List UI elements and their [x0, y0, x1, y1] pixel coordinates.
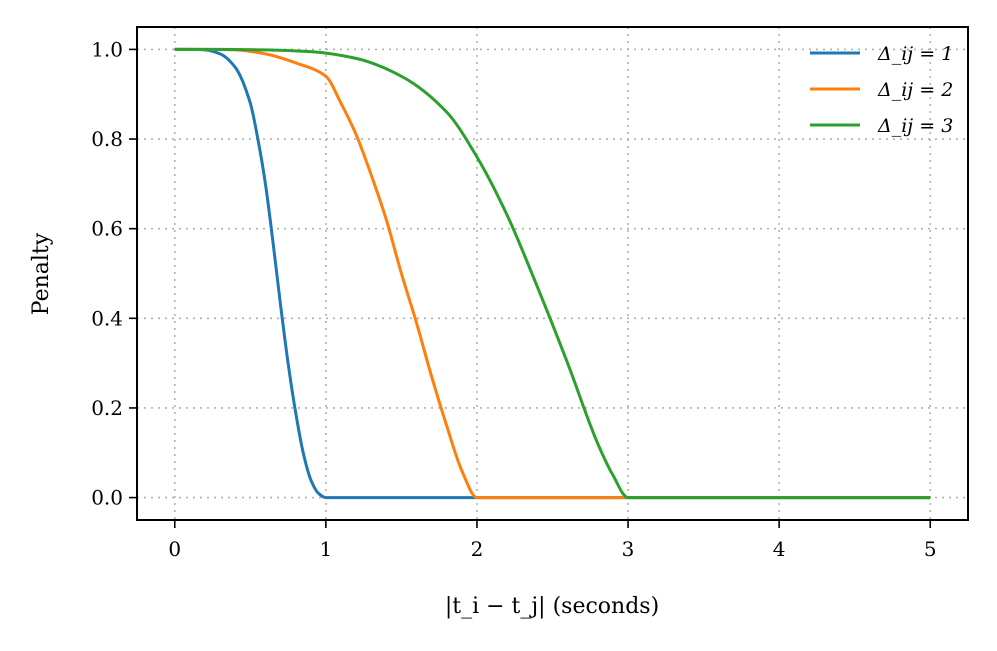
- y-axis-label: Penalty: [29, 232, 54, 315]
- y-tick-label: 0.6: [91, 217, 123, 241]
- axis-ticks: 0 1 2 3 4 5 0.0 0.2 0.4 0.6 0.8 1.0: [91, 37, 936, 561]
- legend-label: Δ_ij = 3: [877, 115, 953, 137]
- series-line-1: [174, 47, 931, 500]
- legend-label: Δ_ij = 1: [877, 43, 953, 65]
- x-tick-label: 2: [471, 537, 484, 561]
- series-line-2: [174, 47, 931, 500]
- y-tick-label: 0.4: [91, 306, 123, 330]
- plot-lines: [174, 47, 931, 500]
- y-tick-label: 0.0: [91, 486, 123, 510]
- x-tick-label: 0: [168, 537, 181, 561]
- legend: Δ_ij = 1 Δ_ij = 2 Δ_ij = 3: [810, 43, 953, 137]
- x-tick-label: 3: [622, 537, 635, 561]
- plot-frame: [136, 26, 969, 521]
- x-axis-label: |t_i − t_j| (seconds): [445, 594, 659, 619]
- legend-label: Δ_ij = 2: [877, 79, 953, 101]
- y-tick-label: 0.8: [91, 127, 123, 151]
- x-tick-label: 1: [319, 537, 332, 561]
- x-tick-label: 4: [773, 537, 786, 561]
- y-tick-label: 0.2: [91, 396, 123, 420]
- x-tick-label: 5: [924, 537, 937, 561]
- grid: [137, 27, 968, 520]
- y-tick-label: 1.0: [91, 37, 123, 61]
- series-line-3: [174, 47, 931, 500]
